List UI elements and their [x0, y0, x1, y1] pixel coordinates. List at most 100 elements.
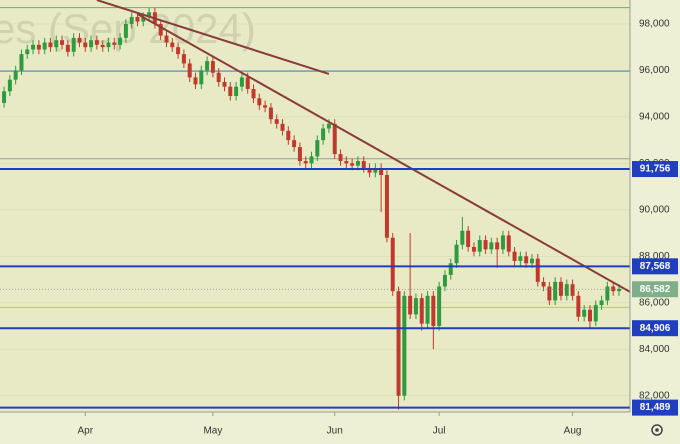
candle-body	[89, 40, 94, 48]
settings-icon[interactable]	[651, 424, 663, 436]
candle-body	[402, 295, 407, 396]
candle-body	[193, 77, 198, 85]
settings-button[interactable]	[651, 424, 663, 436]
y-tick-label: 84,000	[639, 344, 670, 355]
candle-body	[100, 44, 105, 48]
candle-body	[605, 286, 610, 301]
candle-body	[13, 70, 18, 80]
x-tick-label: Aug	[564, 426, 582, 437]
candle-body	[83, 42, 88, 48]
candle-body	[611, 286, 616, 292]
candle-body	[408, 295, 413, 315]
candle-body	[344, 161, 349, 164]
candle-body	[263, 105, 268, 108]
candle-body	[332, 123, 337, 155]
candle-body	[512, 251, 517, 261]
y-tick-label: 90,000	[639, 204, 670, 215]
candle-body	[228, 86, 233, 96]
level-label-box	[632, 399, 678, 416]
candle-body	[94, 40, 99, 45]
candle-body	[158, 23, 163, 36]
candle-body	[205, 61, 210, 71]
candle-body	[315, 140, 320, 157]
candle-body	[321, 128, 326, 141]
candle-body	[495, 242, 500, 250]
candle-body	[274, 119, 279, 124]
candle-body	[118, 37, 123, 45]
candle-body	[129, 16, 134, 24]
y-tick-label: 82,000	[639, 390, 670, 401]
candle-body	[2, 91, 7, 103]
candle-body	[19, 54, 24, 71]
candle-body	[65, 44, 70, 52]
candle-body	[599, 300, 604, 306]
candle-body	[390, 237, 395, 292]
candle-body	[176, 47, 181, 55]
candle-body	[373, 168, 378, 173]
last-price-label: 86,582	[640, 284, 671, 295]
candle-body	[170, 42, 175, 48]
candle-body	[292, 140, 297, 148]
candle-body	[518, 256, 523, 261]
candle-body	[251, 88, 256, 99]
candle-body	[199, 70, 204, 85]
y-tick-label: 88,000	[639, 251, 670, 262]
candle-body	[355, 161, 360, 166]
y-tick-label: 94,000	[639, 112, 670, 123]
plot-area	[0, 0, 630, 412]
candle-body	[123, 23, 128, 38]
candle-body	[181, 54, 186, 64]
candle-body	[541, 281, 546, 287]
candle-body	[506, 235, 511, 252]
candle-body	[239, 77, 244, 87]
x-tick-label: May	[203, 426, 222, 437]
candle-body	[425, 295, 430, 324]
trend-line	[96, 0, 330, 75]
candle-body	[36, 44, 41, 50]
candle-body	[234, 86, 239, 96]
candle-body	[71, 37, 76, 52]
y-tick-label: 96,000	[639, 65, 670, 76]
candle-body	[245, 77, 250, 89]
candle-body	[257, 98, 262, 106]
candle-body	[164, 35, 169, 43]
candle-body	[489, 242, 494, 250]
candle-body	[582, 309, 587, 317]
candle-body	[616, 288, 621, 292]
candle-body	[448, 263, 453, 275]
candle-body	[564, 284, 569, 296]
candle-body	[593, 305, 598, 322]
candle-body	[106, 42, 111, 48]
y-tick-label: 98,000	[639, 19, 670, 30]
settings-icon-center	[655, 428, 659, 432]
candle-body	[338, 154, 343, 162]
candle-body	[350, 163, 355, 166]
candle-body	[587, 309, 592, 322]
candle-body	[60, 40, 65, 45]
candle-body	[384, 174, 389, 238]
candle-body	[216, 72, 221, 83]
candle-body	[454, 244, 459, 264]
candle-body	[147, 12, 152, 17]
level-label-box	[632, 161, 678, 178]
candle-body	[500, 235, 505, 250]
candle-body	[141, 16, 146, 22]
last-price-box	[632, 281, 678, 298]
candle-body	[210, 61, 215, 73]
candle-body	[54, 40, 59, 48]
candle-body	[437, 286, 442, 327]
x-tick-label: Jul	[433, 426, 446, 437]
candle-body	[419, 298, 424, 324]
candle-body	[135, 16, 140, 22]
candle-body	[379, 168, 384, 175]
candle-body	[553, 281, 558, 301]
candle-body	[309, 156, 314, 164]
candle-body	[483, 240, 488, 250]
x-tick-label: Jun	[327, 426, 343, 437]
candle-body	[31, 44, 36, 50]
level-label: 84,906	[640, 323, 671, 334]
candle-body	[42, 42, 47, 50]
y-tick-label: 86,000	[639, 297, 670, 308]
level-label: 87,568	[640, 261, 671, 272]
